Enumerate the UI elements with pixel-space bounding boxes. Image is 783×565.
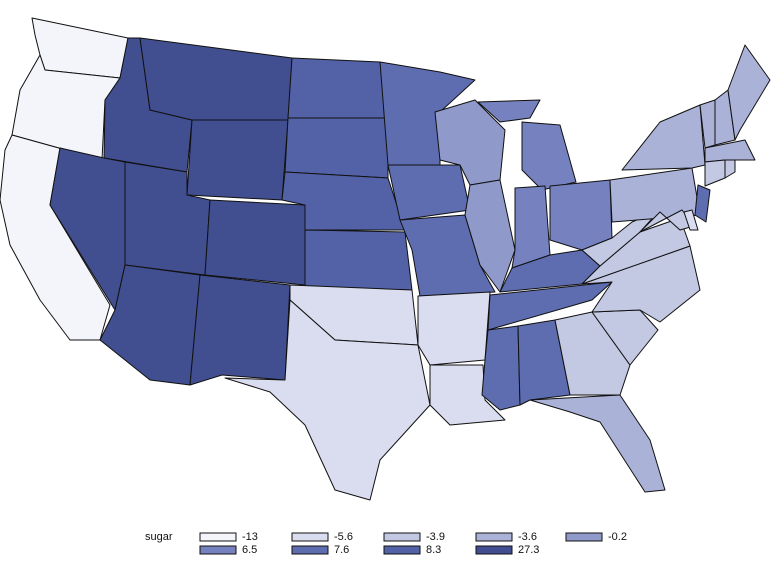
state — [429, 364, 506, 426]
state — [224, 299, 431, 501]
legend-title: sugar — [145, 531, 173, 543]
state — [189, 274, 291, 386]
state — [11, 54, 121, 161]
state — [31, 17, 129, 79]
state — [304, 229, 413, 291]
state — [704, 139, 756, 163]
state — [204, 199, 306, 286]
state — [477, 99, 541, 123]
state — [521, 121, 577, 191]
state — [287, 57, 389, 119]
legend-label: 8.3 — [426, 544, 441, 556]
state — [694, 184, 711, 223]
state — [529, 394, 666, 493]
legend-swatch — [475, 545, 513, 555]
legend-swatch — [383, 532, 421, 542]
legend-swatch — [565, 532, 603, 542]
state — [554, 311, 631, 396]
legend-label: -3.9 — [426, 531, 445, 543]
state — [704, 159, 726, 187]
legend-label: -0.2 — [608, 531, 627, 543]
state — [511, 185, 551, 269]
state — [517, 319, 571, 406]
state — [481, 325, 521, 411]
state — [683, 209, 699, 231]
legend-label: 6.5 — [242, 544, 257, 556]
state — [417, 291, 491, 366]
state — [387, 164, 471, 221]
legend-swatch — [291, 532, 329, 542]
legend-label: 27.3 — [518, 544, 539, 556]
legend-label: 7.6 — [334, 544, 349, 556]
state — [727, 44, 771, 141]
state — [549, 179, 613, 251]
legend-swatch — [291, 545, 329, 555]
state — [139, 37, 293, 121]
state — [581, 245, 701, 323]
state — [186, 119, 289, 201]
legend-label: -5.6 — [334, 531, 353, 543]
legend-swatch — [475, 532, 513, 542]
states — [0, 17, 771, 501]
state — [487, 281, 613, 331]
legend-swatch — [383, 545, 421, 555]
state — [284, 117, 389, 179]
legend: -13 -5.6 -3.9 -3.6 -0.2 6.5 7.6 8.3 27.3 — [199, 531, 627, 556]
state — [724, 159, 736, 179]
legend-swatch — [199, 545, 237, 555]
state — [621, 104, 706, 171]
legend-label: -13 — [242, 531, 258, 543]
state — [639, 209, 695, 233]
legend-label: -3.6 — [518, 531, 537, 543]
legend-swatch — [199, 532, 237, 542]
